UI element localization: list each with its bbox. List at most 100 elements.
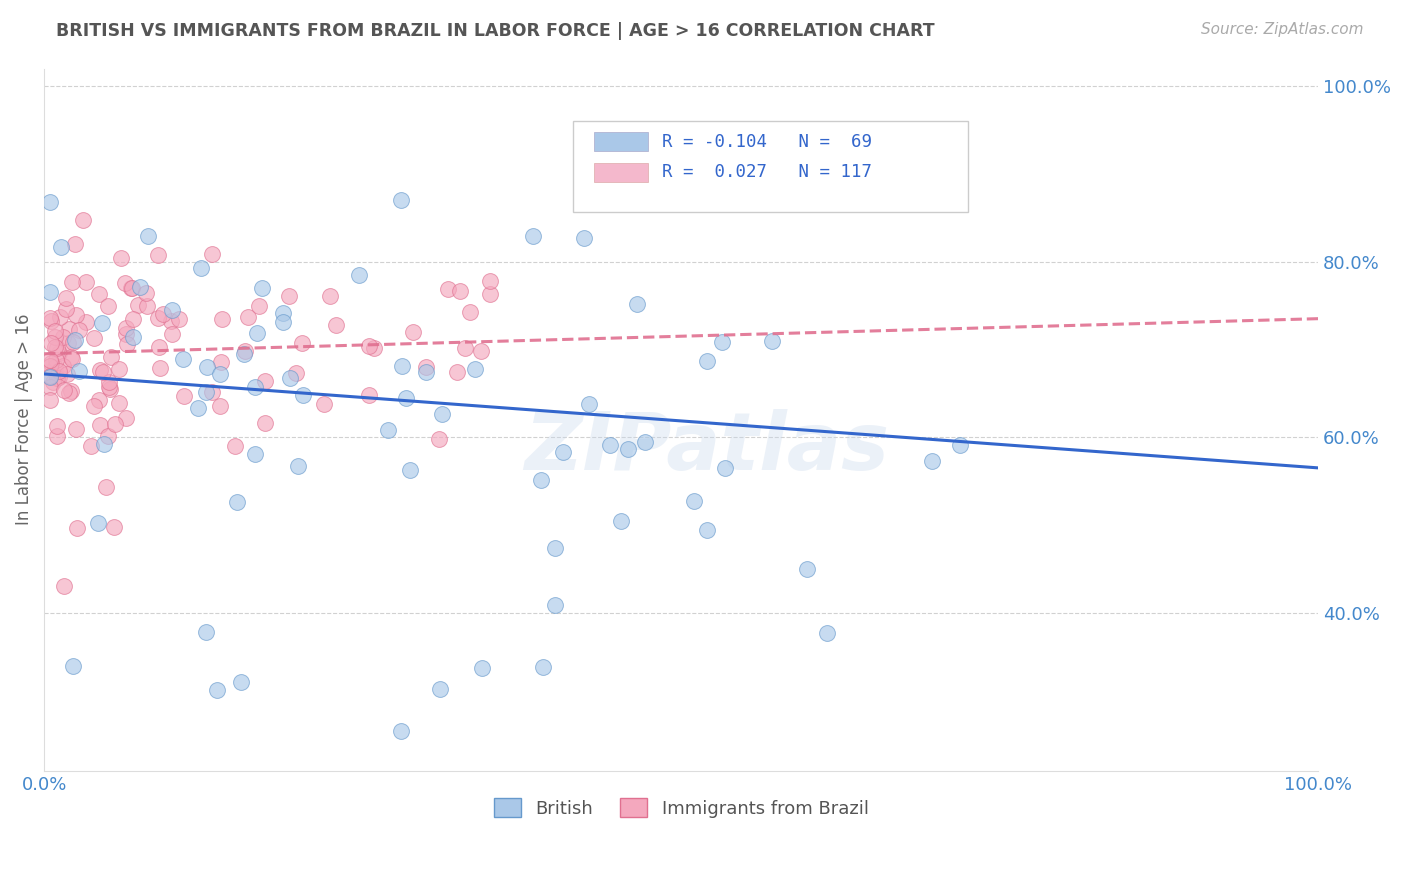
Point [89,363,111,377]
Point [633,434,655,449]
Point [60,350,83,364]
Point [247,299,270,313]
Point [67,323,90,337]
Point [796,562,818,576]
Point [429,682,451,697]
Text: ZIPatlas: ZIPatlas [524,409,889,487]
Point [292,388,315,402]
Point [201,385,224,400]
Point [107,361,129,376]
Point [609,514,631,528]
Point [578,397,600,411]
Point [415,360,437,375]
Point [91,365,114,379]
Point [45,429,67,443]
Point [205,683,228,698]
Point [437,282,460,296]
Point [246,326,269,341]
Point [209,399,232,413]
Point [41,336,63,351]
Point [449,284,471,298]
Point [83,331,105,345]
Point [553,445,575,459]
Point [115,327,138,342]
Point [55,301,77,316]
Point [574,231,596,245]
Point [67,364,90,378]
Point [599,438,621,452]
Point [44,359,66,374]
Point [91,317,114,331]
Point [58,321,80,335]
Point [531,660,554,674]
Point [146,310,169,325]
Point [167,312,190,326]
Point [197,359,219,374]
Point [80,439,103,453]
Point [46,418,69,433]
Point [152,307,174,321]
Point [127,298,149,312]
Point [195,624,218,639]
Point [402,325,425,339]
Point [48,346,70,360]
Point [470,344,492,359]
Point [696,523,718,537]
Point [56,367,79,381]
Point [815,626,838,640]
Point [108,395,131,409]
Point [48,370,70,384]
Point [427,432,450,446]
Point [58,386,80,401]
Point [103,520,125,534]
Point [53,579,76,593]
Point [60,352,83,367]
Point [389,723,412,738]
Point [233,344,256,359]
Point [55,291,77,305]
Point [271,306,294,320]
Point [39,285,62,299]
Point [243,447,266,461]
Point [98,375,121,389]
Point [761,334,783,348]
Point [544,541,567,555]
Bar [595,132,648,152]
Point [60,276,83,290]
Point [122,311,145,326]
Point [190,261,212,276]
Point [83,400,105,414]
Legend: British, Immigrants from Brazil: British, Immigrants from Brazil [486,791,876,825]
Point [39,392,62,407]
Point [209,368,232,382]
Point [135,285,157,300]
Point [236,310,259,325]
Point [209,355,232,369]
Point [136,228,159,243]
Point [87,286,110,301]
Point [51,240,73,254]
Point [696,353,718,368]
Point [363,341,385,355]
Point [287,459,309,474]
Point [114,320,136,334]
Point [229,675,252,690]
Point [121,281,143,295]
Point [52,330,75,344]
Point [41,375,63,389]
Point [44,329,66,343]
Point [415,365,437,379]
Point [543,598,565,612]
Point [254,416,277,430]
Point [48,364,70,378]
Point [530,473,553,487]
Point [89,418,111,433]
Point [39,195,62,210]
Y-axis label: In Labor Force | Age > 16: In Labor Force | Age > 16 [15,314,32,525]
Point [39,314,62,328]
Point [187,401,209,415]
Point [63,333,86,347]
Point [245,379,267,393]
Point [110,252,132,266]
Point [347,268,370,282]
